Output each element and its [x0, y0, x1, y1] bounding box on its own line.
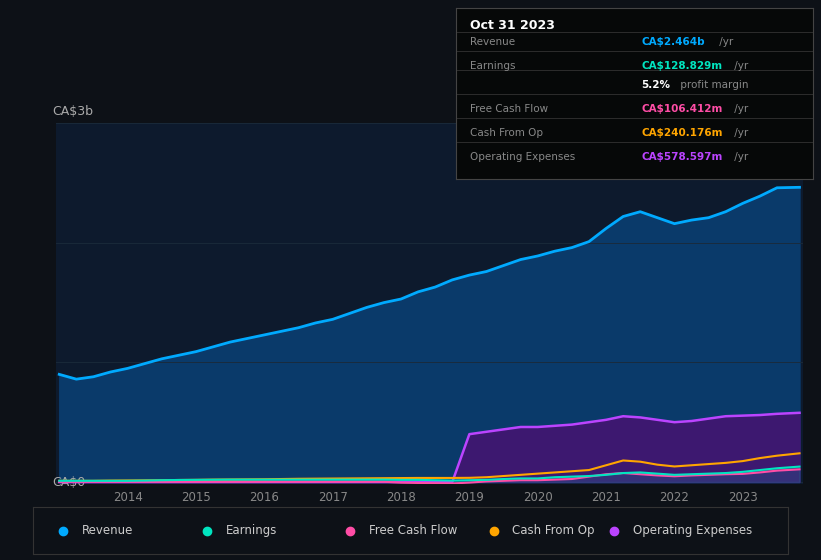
Text: CA$128.829m: CA$128.829m [641, 62, 722, 71]
Text: profit margin: profit margin [677, 80, 749, 90]
Text: Oct 31 2023: Oct 31 2023 [470, 18, 555, 32]
Text: /yr: /yr [732, 152, 749, 162]
Text: Earnings: Earnings [226, 524, 277, 537]
Text: Free Cash Flow: Free Cash Flow [369, 524, 457, 537]
Text: /yr: /yr [732, 128, 749, 138]
Text: CA$2.464b: CA$2.464b [641, 38, 705, 48]
Text: CA$106.412m: CA$106.412m [641, 104, 722, 114]
Text: CA$578.597m: CA$578.597m [641, 152, 722, 162]
Text: /yr: /yr [716, 38, 733, 48]
Text: Revenue: Revenue [82, 524, 133, 537]
Text: CA$0: CA$0 [52, 475, 85, 488]
Text: Cash From Op: Cash From Op [470, 128, 543, 138]
Text: Cash From Op: Cash From Op [512, 524, 595, 537]
Text: Earnings: Earnings [470, 62, 516, 71]
Text: CA$240.176m: CA$240.176m [641, 128, 722, 138]
Text: 5.2%: 5.2% [641, 80, 671, 90]
Text: /yr: /yr [732, 104, 749, 114]
Text: Revenue: Revenue [470, 38, 515, 48]
Text: Free Cash Flow: Free Cash Flow [470, 104, 548, 114]
Text: CA$3b: CA$3b [52, 105, 93, 118]
Text: /yr: /yr [732, 62, 749, 71]
Text: Operating Expenses: Operating Expenses [633, 524, 753, 537]
Text: Operating Expenses: Operating Expenses [470, 152, 576, 162]
